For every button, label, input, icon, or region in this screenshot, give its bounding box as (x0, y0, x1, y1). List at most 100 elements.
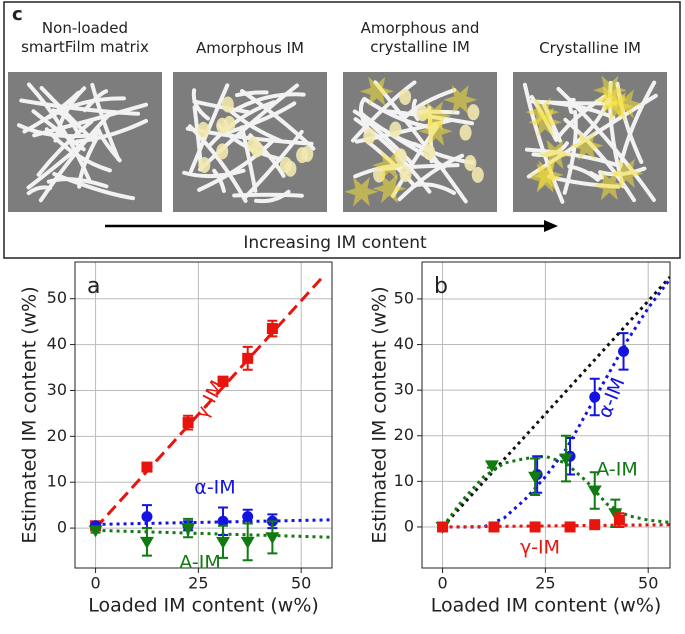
crystal (528, 107, 563, 138)
fiber (358, 97, 367, 127)
fiber (26, 82, 92, 184)
image-caption: Amorphous and crystalline IM (361, 19, 480, 56)
y-tick-label: 50 (47, 288, 67, 307)
marker (88, 525, 103, 538)
blob (459, 124, 472, 141)
y-tick-label: 50 (394, 288, 414, 307)
marker (529, 521, 541, 533)
arrow-label: Increasing IM content (243, 233, 427, 253)
fiber (522, 82, 565, 204)
crystal (344, 177, 379, 207)
annotation: α-IM (594, 375, 630, 422)
y-axis-label: Estimated IM content (w%) (369, 286, 391, 543)
y-tick-label: 10 (47, 472, 67, 491)
fiber (16, 123, 99, 139)
annotation: α-IM (194, 477, 235, 499)
marker (558, 453, 573, 466)
crystal (592, 75, 627, 106)
blob (223, 115, 236, 132)
blob (198, 156, 211, 173)
crystal (569, 130, 604, 161)
fiber (53, 86, 87, 143)
fiber (227, 101, 297, 135)
fiber (19, 98, 141, 116)
y-tick-label: 30 (394, 380, 414, 399)
image-caption: Crystalline IM (539, 39, 641, 57)
blob (247, 136, 260, 153)
plot (435, 276, 670, 534)
y-tick-label: 0 (57, 518, 67, 537)
blob (471, 166, 484, 183)
marker (242, 352, 254, 364)
y-tick-label: 40 (47, 334, 67, 353)
plot (88, 277, 332, 562)
blob (399, 88, 412, 105)
crystal (359, 76, 394, 107)
y-tick-label: 0 (404, 516, 414, 535)
marker (217, 515, 229, 527)
fiber (182, 168, 246, 179)
marker (181, 523, 196, 536)
chart: 0 25 50 0 10 20 30 40 50 a Loaded IM content (w%) E… (19, 261, 333, 617)
marker (564, 521, 576, 533)
marker (528, 471, 543, 484)
marker (141, 461, 153, 473)
chart: 0 25 50 0 10 20 30 40 50 b Loaded IM content (w%) E… (369, 261, 671, 617)
fiber (404, 88, 457, 119)
blob (399, 165, 412, 182)
fiber (351, 80, 417, 143)
crystal (372, 150, 407, 180)
image-caption: Non-loaded smartFilm matrix (21, 19, 149, 56)
marker (589, 391, 601, 403)
marker (266, 323, 278, 335)
y-tick-label: 30 (47, 380, 67, 399)
fiber (239, 125, 258, 193)
blob (467, 104, 480, 121)
fiber (90, 82, 121, 161)
fiber (197, 139, 274, 192)
fiber (192, 99, 250, 115)
marker (265, 532, 280, 545)
panel-label: b (434, 274, 448, 299)
marker (437, 521, 449, 533)
x-tick-label: 25 (188, 574, 208, 593)
fiber (191, 88, 210, 121)
fiber (242, 129, 304, 201)
panel-label: a (87, 274, 100, 299)
x-tick-label: 0 (437, 574, 447, 593)
fiber (212, 168, 226, 193)
marker (141, 511, 153, 523)
fit-line (441, 276, 670, 528)
blob (216, 143, 229, 160)
fiber (232, 192, 304, 198)
fiber (567, 164, 600, 182)
crystal (600, 91, 635, 122)
fiber (46, 96, 126, 120)
blob (301, 146, 314, 163)
blob (197, 121, 210, 138)
marker (216, 536, 231, 549)
marker (240, 536, 255, 549)
annotation: A-IM (179, 552, 220, 574)
fit-line (95, 518, 332, 526)
crystal (525, 97, 560, 127)
blob (389, 121, 402, 138)
fiber (74, 118, 148, 144)
y-tick-label: 40 (394, 334, 414, 353)
panel-label: c (12, 4, 23, 25)
marker (484, 460, 499, 473)
crystal (372, 173, 407, 204)
fiber (46, 177, 109, 189)
fiber (235, 90, 269, 98)
fiber (227, 107, 284, 144)
crystal (609, 158, 644, 189)
marker (139, 536, 154, 549)
fiber (26, 185, 52, 196)
y-tick-label: 10 (394, 471, 414, 490)
crystal (443, 85, 478, 115)
marker (618, 345, 630, 357)
fiber (524, 147, 620, 168)
images: Non-loaded smartFilm matrix Amorphous IM Am… (8, 19, 667, 212)
blob (464, 154, 477, 171)
